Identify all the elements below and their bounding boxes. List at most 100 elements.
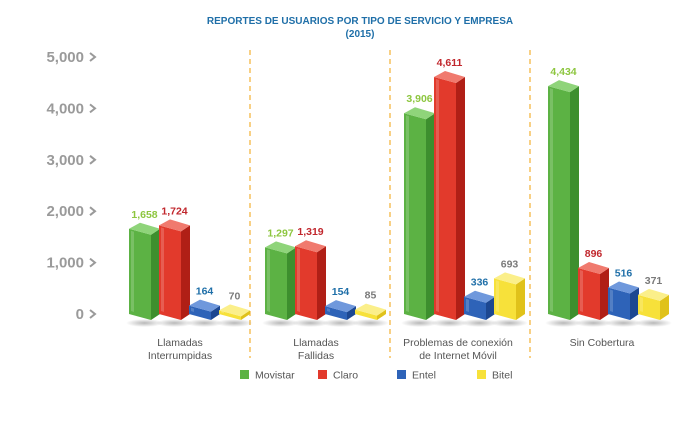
- bar-shadow: [635, 319, 672, 327]
- category-label-line: Llamadas: [157, 337, 203, 349]
- y-axis: 0 1,000 2,000 3,000 4,000 5,000: [46, 49, 97, 323]
- legend-label: Entel: [412, 370, 436, 382]
- legend-item-entel: Entel: [397, 370, 436, 382]
- bar-front-face: [434, 76, 456, 320]
- legend-swatch: [477, 370, 486, 379]
- data-label-movistar: 1,658: [131, 209, 157, 221]
- bar-top-face: [608, 281, 639, 294]
- y-tick-label: 5,000: [46, 49, 84, 66]
- bar-entel-0: [189, 299, 220, 320]
- bar-bitel-2: [494, 272, 525, 320]
- data-label-entel: 164: [196, 286, 214, 298]
- bar-top-face: [189, 299, 220, 312]
- bar-top-face: [129, 222, 160, 235]
- legend-swatch: [397, 370, 406, 379]
- category-separators: [249, 50, 531, 358]
- bar-shadow: [545, 319, 582, 327]
- category-label-line: Sin Cobertura: [570, 337, 635, 349]
- legend-label: Bitel: [492, 370, 512, 382]
- data-labels: 1,658 1,724 164 70 1,297 1,319 154 85 3,906 4,611…: [131, 57, 662, 302]
- chevron-right-icon: [89, 206, 97, 216]
- bar-side-face: [377, 309, 386, 320]
- bars: [129, 70, 669, 320]
- legend-label: Movistar: [255, 370, 295, 382]
- bar-claro-3: [578, 261, 609, 320]
- chevron-right-icon: [89, 103, 97, 114]
- bar-side-face: [516, 278, 525, 320]
- bar-shadow: [491, 319, 528, 327]
- bar-side-face: [456, 76, 465, 320]
- bar-highlight: [406, 115, 409, 312]
- data-label-bitel: 371: [645, 275, 663, 287]
- chevron-right-icon: [89, 257, 97, 268]
- bar-shadow: [605, 319, 642, 327]
- bar-shadow: [352, 319, 389, 327]
- bar-shadow: [292, 319, 329, 327]
- data-label-claro: 1,319: [297, 226, 323, 238]
- bar-highlight: [161, 227, 164, 312]
- y-tick-label: 4,000: [46, 100, 84, 117]
- data-label-movistar: 1,297: [267, 227, 293, 239]
- bar-shadow: [575, 319, 612, 327]
- bar-shadow: [262, 319, 299, 327]
- data-label-entel: 516: [615, 267, 633, 279]
- bar-shadow: [431, 319, 468, 327]
- y-tick-label: 0: [76, 306, 84, 323]
- bar-highlight: [640, 296, 643, 312]
- legend-item-claro: Claro: [318, 370, 358, 382]
- bar-shadow: [322, 319, 359, 327]
- category-label: Llamadas Interrumpidas: [148, 337, 212, 362]
- bar-highlight: [550, 88, 553, 312]
- bar-side-face: [241, 310, 250, 320]
- bar-top-face: [295, 240, 326, 253]
- chevron-right-icon: [89, 309, 97, 319]
- bar-top-face: [434, 70, 465, 83]
- bar-top-face: [494, 272, 525, 285]
- bar-entel-3: [608, 281, 639, 320]
- bar-shadow: [126, 319, 163, 327]
- bar-top-face: [159, 219, 190, 232]
- data-label-claro: 1,724: [161, 205, 187, 217]
- bar-highlight: [221, 311, 224, 314]
- legend-item-bitel: Bitel: [477, 370, 512, 382]
- category-label: Llamadas Fallidas: [293, 337, 339, 362]
- category-label-line: Interrumpidas: [148, 350, 212, 362]
- bar-shadow: [461, 319, 498, 327]
- bar-front-face: [608, 287, 630, 320]
- legend: Movistar Claro Entel Bitel: [240, 370, 512, 382]
- bar-side-face: [600, 267, 609, 320]
- chart-subtitle: (2015): [346, 29, 375, 40]
- chart-title: REPORTES DE USUARIOS POR TIPO DE SERVICI…: [207, 16, 513, 27]
- data-label-entel: 154: [332, 286, 350, 298]
- data-label-bitel: 693: [501, 258, 519, 270]
- bar-side-face: [181, 225, 190, 320]
- bar-entel-1: [325, 300, 356, 320]
- bar-side-face: [211, 305, 220, 320]
- bar-highlight: [267, 249, 270, 312]
- bar-claro-0: [159, 219, 190, 320]
- legend-swatch: [318, 370, 327, 379]
- bar-highlight: [436, 78, 439, 312]
- category-label-line: Problemas de conexión: [403, 337, 513, 349]
- bar-movistar-2: [404, 107, 435, 320]
- bar-front-face: [464, 296, 486, 320]
- bar-bitel-0: [219, 304, 250, 320]
- category-label-line: Llamadas: [293, 337, 339, 349]
- bar-front-face: [494, 278, 516, 320]
- data-label-entel: 336: [471, 277, 489, 289]
- bar-front-face: [189, 305, 211, 320]
- bar-highlight: [496, 280, 499, 312]
- legend-swatch: [240, 370, 249, 379]
- bar-claro-2: [434, 70, 465, 320]
- bar-highlight: [297, 248, 300, 312]
- bar-side-face: [287, 247, 296, 320]
- y-tick-label: 1,000: [46, 255, 84, 272]
- category-label: Sin Cobertura: [570, 337, 635, 349]
- bar-side-face: [426, 113, 435, 320]
- bar-top-face: [404, 107, 435, 120]
- y-tick-label: 2,000: [46, 203, 84, 220]
- bar-top-face: [355, 303, 386, 316]
- chevron-right-icon: [89, 155, 97, 165]
